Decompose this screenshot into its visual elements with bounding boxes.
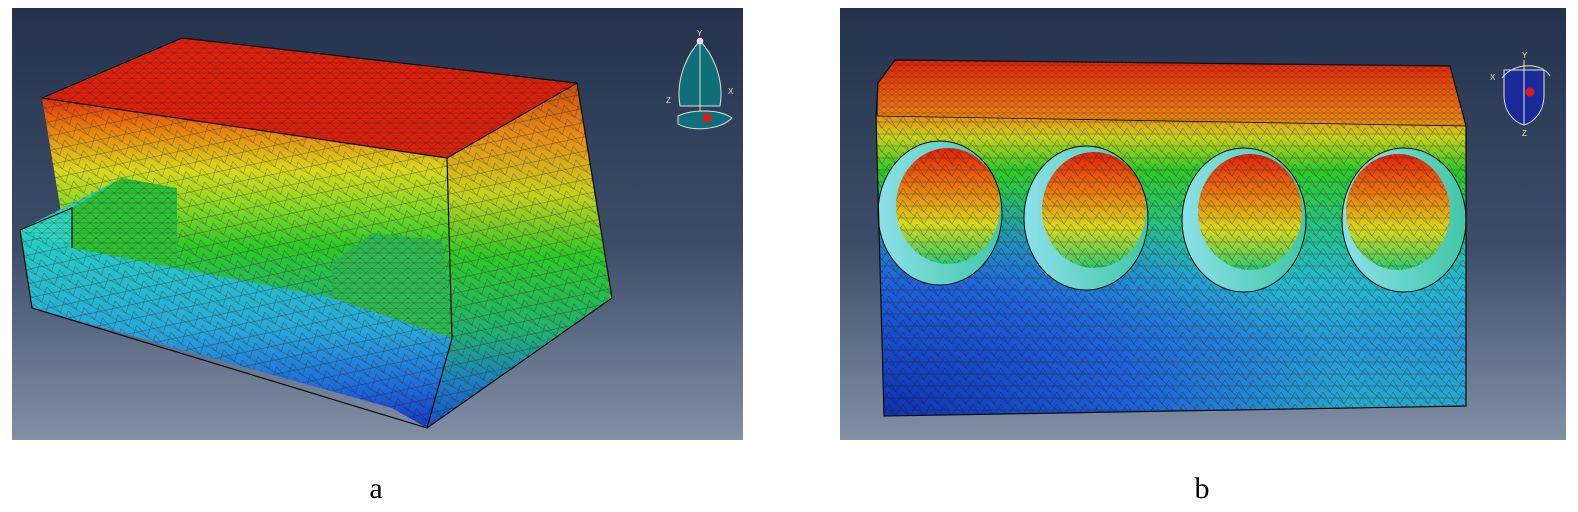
panel-b-render: Y X Z <box>840 8 1566 440</box>
triad-label-z: Z <box>666 96 671 105</box>
block-model-a <box>19 37 613 429</box>
orientation-triad-a: Y Z X <box>666 29 734 130</box>
block-model-b <box>875 59 1467 417</box>
orientation-triad-b: Y X Z <box>1490 51 1551 138</box>
triad-label-y: Y <box>697 29 703 38</box>
triad-label-z: Z <box>1522 129 1527 138</box>
triad-label-x: X <box>728 87 734 96</box>
caption-a: a <box>369 472 383 505</box>
caption-b: b <box>1194 472 1210 505</box>
panel-a-viewport: Y Z X <box>12 8 743 440</box>
hole-4 <box>1341 147 1467 293</box>
panel-a-render: Y Z X <box>12 8 743 440</box>
triad-label-y: Y <box>1522 51 1528 60</box>
hole-1 <box>877 140 1003 286</box>
hole-2 <box>1023 145 1149 291</box>
triad-label-x: X <box>1490 73 1496 82</box>
hole-3 <box>1181 147 1307 293</box>
panel-b-viewport: Y X Z <box>840 8 1566 440</box>
